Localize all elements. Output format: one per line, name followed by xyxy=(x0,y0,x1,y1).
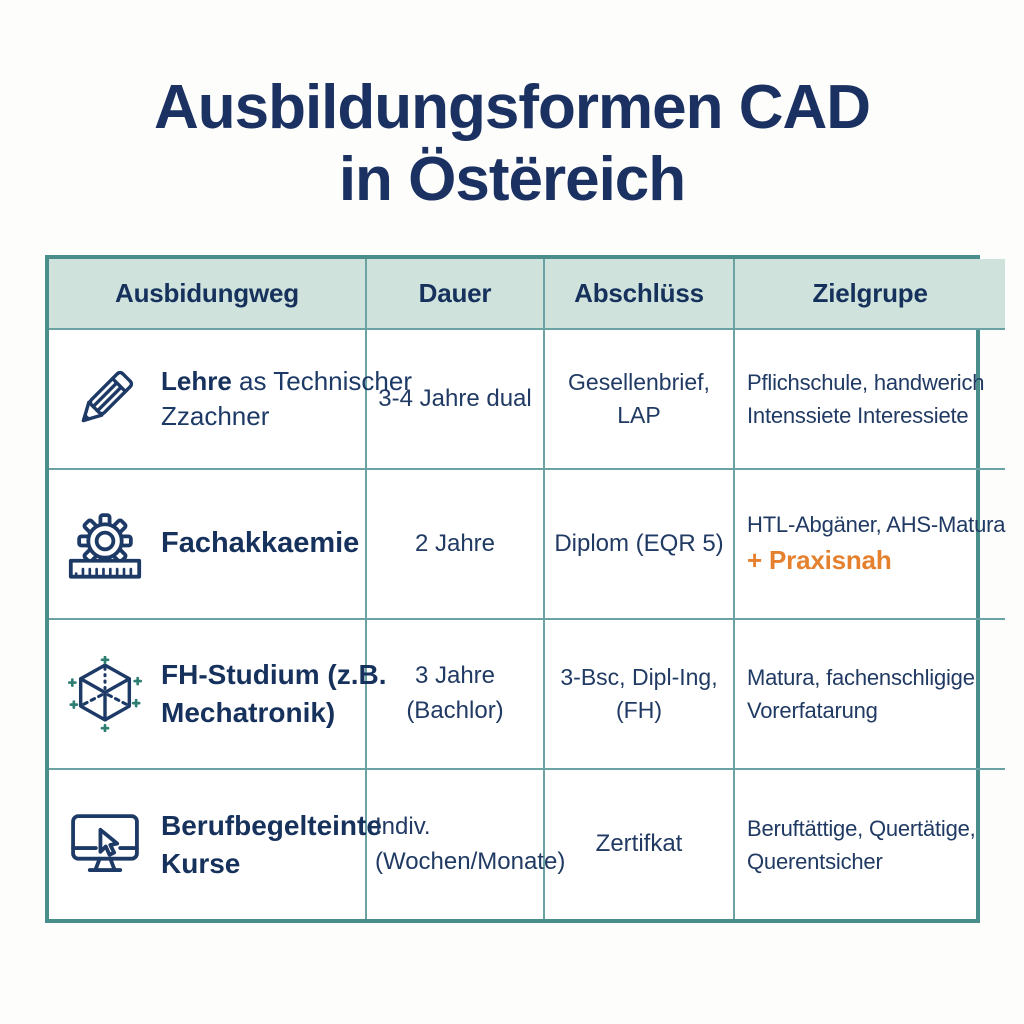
row-lehre-abschluss-cell: Gesellenbrief, LAP xyxy=(545,330,735,470)
row-fachakademie-dauer: 2 Jahre xyxy=(414,529,496,557)
row-lehre-name-line2: Zzachner xyxy=(161,401,270,431)
header-dauer: Dauer xyxy=(367,259,545,330)
row-lehre-abschluss-line1: Gesellenbrief, xyxy=(568,368,710,395)
row-fhstudium-dauer-line1: 3 Jahre xyxy=(414,662,496,690)
row-fachakademie-ziel-line1: HTL-Abgäner, AHS-Matura xyxy=(747,512,1006,537)
monitor-cursor-icon xyxy=(67,807,143,883)
row-kurse-name: Berufbegelteinte Kurse xyxy=(161,807,382,883)
row-fachakademie-name: Fachakkaemie xyxy=(161,527,360,560)
row-fachakademie-ziel-highlight: + Praxisnah xyxy=(747,545,892,575)
row-lehre-name-bold: Lehre xyxy=(161,365,232,396)
row-fhstudium-abschluss-line1: 3-Bsc, Dipl-Ing, xyxy=(560,663,718,690)
row-fachakademie-dauer-cell: 2 Jahre xyxy=(367,470,545,620)
row-kurse-dauer-line2: (Wochen/Monate) xyxy=(375,847,566,875)
page-title-line1: Ausbildungsformen CAD xyxy=(153,73,871,142)
row-fachakademie-zielgruppe-cell: HTL-Abgäner, AHS-Matura + Praxisnah xyxy=(735,470,1005,620)
header-zielgruppe: Zielgrupe xyxy=(735,259,1006,330)
row-fhstudium-zielgruppe-cell: Matura, fachenschligige Vorerfatarung xyxy=(735,620,1006,770)
row-fachakademie-abschluss-cell: Diplom (EQR 5) xyxy=(545,470,735,620)
row-kurse-dauer-cell: Indiv. (Wochen/Monate) xyxy=(367,770,565,919)
page-title-line2: in Östëreich xyxy=(338,144,686,214)
row-kurse-ziel-line1: Beruftättige, Quertätige, xyxy=(747,815,976,841)
education-table: Ausbidungweg Dauer Abschlüss Zielgrupe L… xyxy=(45,255,1005,923)
row-fhstudium-abschluss-cell: 3-Bsc, Dipl-Ing, (FH) xyxy=(545,620,735,770)
row-lehre-name-cell: Lehre as Technischer Zzachner xyxy=(49,330,412,470)
row-fhstudium-dauer-cell: 3 Jahre (Bachlor) xyxy=(367,620,545,770)
row-lehre-zielgruppe-cell: Pflichschule, handwerich Intenssiete Int… xyxy=(735,330,1006,470)
row-fhstudium-ziel-line1: Matura, fachenschligige xyxy=(747,665,975,690)
row-kurse-ziel-line2: Querentsicher xyxy=(747,848,883,874)
row-fhstudium-ziel-line2: Vorerfatarung xyxy=(747,698,878,723)
row-fhstudium-abschluss-line2: (FH) xyxy=(616,697,662,723)
row-kurse-dauer-line1: Indiv. xyxy=(375,812,431,840)
row-kurse-name-cell: Berufbegelteinte Kurse xyxy=(49,770,382,919)
row-fachakademie-abschluss: Diplom (EQR 5) xyxy=(554,529,724,557)
row-fhstudium-dauer-line2: (Bachlor) xyxy=(406,697,504,724)
gear-ruler-icon xyxy=(67,506,143,582)
row-lehre-dauer-cell: 3-4 Jahre dual xyxy=(367,330,545,470)
row-lehre-ziel-line2: Intenssiete Interessiete xyxy=(747,403,969,428)
page-title: Ausbildungsformen CAD in Östëreich xyxy=(0,72,1024,216)
row-lehre-ziel-line1: Pflichschule, handwerich xyxy=(747,370,985,395)
row-fhstudium-name: FH-Studium (z.B. Mechatronik) xyxy=(161,656,387,732)
row-kurse-abschluss: Zertifkat xyxy=(595,830,683,858)
row-kurse-zielgruppe-cell: Beruftättige, Quertätige, Querentsicher xyxy=(735,770,1005,919)
row-kurse-name-line2: Kurse xyxy=(161,847,241,879)
row-fhstudium-name-cell: FH-Studium (z.B. Mechatronik) xyxy=(49,620,387,770)
row-lehre-abschluss-line2: LAP xyxy=(617,402,661,428)
row-lehre-dauer: 3-4 Jahre dual xyxy=(378,384,532,412)
pencil-icon xyxy=(67,361,143,437)
row-lehre-name-rest: as Technischer xyxy=(231,365,412,396)
header-abschluss: Abschlüss xyxy=(545,259,735,330)
row-kurse-abschluss-cell: Zertifkat xyxy=(545,770,735,919)
row-lehre-name: Lehre as Technischer Zzachner xyxy=(161,364,412,434)
row-fhstudium-name-line1: FH-Studium (z.B. xyxy=(161,659,387,691)
cube-icon xyxy=(67,656,143,732)
row-kurse-name-line1: Berufbegelteinte xyxy=(161,809,382,841)
row-fachakademie-name-cell: Fachakkaemie xyxy=(49,470,367,620)
header-ausbildungsweg: Ausbidungweg xyxy=(49,259,367,330)
row-fhstudium-name-line2: Mechatronik) xyxy=(161,697,336,728)
